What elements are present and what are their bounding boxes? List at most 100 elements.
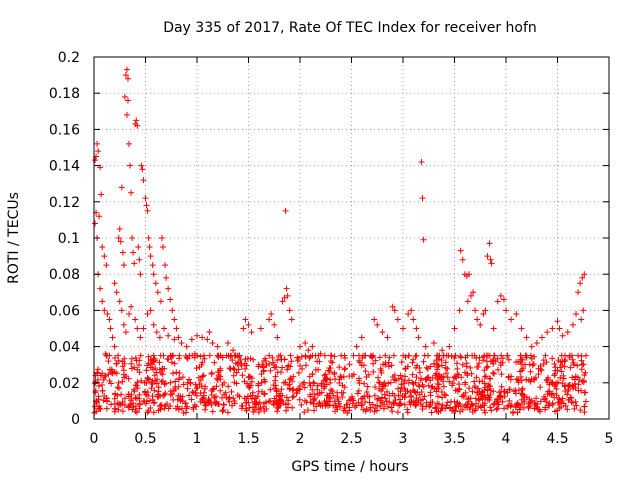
data-point <box>566 352 573 359</box>
data-point <box>184 403 191 410</box>
data-point <box>521 393 528 400</box>
data-point <box>470 289 477 296</box>
data-point <box>338 389 345 396</box>
data-point <box>404 409 411 416</box>
data-point <box>561 363 568 370</box>
data-point <box>504 403 511 410</box>
data-point <box>580 307 587 314</box>
data-point <box>482 394 489 401</box>
data-point <box>449 380 456 387</box>
data-point <box>350 397 357 404</box>
data-point <box>435 393 442 400</box>
data-point <box>215 368 222 375</box>
data-point <box>285 363 292 370</box>
data-point <box>95 406 102 413</box>
data-point <box>266 316 273 323</box>
data-point <box>543 399 550 406</box>
data-point <box>230 395 237 402</box>
data-point <box>354 390 361 397</box>
data-point <box>119 378 126 385</box>
data-point <box>108 380 115 387</box>
data-point <box>123 111 130 118</box>
data-point <box>313 403 320 410</box>
data-point <box>225 383 232 390</box>
data-point <box>217 387 224 394</box>
data-point <box>551 381 558 388</box>
data-point <box>191 402 198 409</box>
data-point <box>479 396 486 403</box>
data-point <box>564 329 571 336</box>
data-point <box>498 371 505 378</box>
data-point <box>494 398 501 405</box>
data-point <box>549 325 556 332</box>
data-point <box>142 195 149 202</box>
data-point <box>573 311 580 318</box>
data-point <box>497 394 504 401</box>
data-point <box>140 397 147 404</box>
data-point <box>321 372 328 379</box>
data-point <box>184 385 191 392</box>
data-point <box>374 321 381 328</box>
data-point <box>244 355 251 362</box>
data-point <box>261 376 268 383</box>
data-point <box>355 399 362 406</box>
data-point <box>188 396 195 403</box>
data-point <box>355 352 362 359</box>
data-point <box>518 386 525 393</box>
data-point <box>536 406 543 413</box>
data-point <box>115 357 122 364</box>
data-point <box>127 402 134 409</box>
data-point <box>487 387 494 394</box>
data-point <box>95 366 102 373</box>
data-point <box>226 398 233 405</box>
data-point <box>543 359 550 366</box>
data-point <box>229 402 236 409</box>
data-point <box>326 364 333 371</box>
data-point <box>274 408 281 415</box>
data-point <box>419 406 426 413</box>
data-point <box>491 370 498 377</box>
data-point <box>289 394 296 401</box>
data-point <box>409 379 416 386</box>
data-point <box>97 164 104 171</box>
data-point <box>528 376 535 383</box>
data-point <box>518 396 525 403</box>
data-point <box>442 405 449 412</box>
data-point <box>386 354 393 361</box>
data-point <box>481 380 488 387</box>
data-point <box>483 358 490 365</box>
data-point <box>562 387 569 394</box>
data-point <box>92 372 99 379</box>
data-point <box>482 373 489 380</box>
data-point <box>569 356 576 363</box>
data-point <box>340 373 347 380</box>
data-point <box>542 352 549 359</box>
data-point <box>245 321 252 328</box>
data-point <box>484 253 491 260</box>
data-point <box>531 405 538 412</box>
data-point <box>372 357 379 364</box>
data-point <box>271 364 278 371</box>
data-point <box>136 256 143 263</box>
data-point <box>234 360 241 367</box>
data-point <box>287 352 294 359</box>
data-point <box>364 383 371 390</box>
data-point <box>564 406 571 413</box>
data-point <box>158 378 165 385</box>
data-point <box>486 240 493 247</box>
data-point <box>144 311 151 318</box>
data-point <box>134 122 141 129</box>
data-point <box>443 402 450 409</box>
data-point <box>435 362 442 369</box>
data-point <box>557 374 564 381</box>
data-point <box>438 357 445 364</box>
data-point <box>151 387 158 394</box>
y-tick-label: 0.18 <box>49 86 80 102</box>
data-point <box>561 383 568 390</box>
data-point <box>118 391 125 398</box>
data-point <box>442 392 449 399</box>
x-axis-ticks: 0 0.5 1 1.5 2 2.5 3 3.5 4 4.5 5 <box>90 57 613 447</box>
data-point <box>382 395 389 402</box>
data-point <box>103 394 110 401</box>
data-point <box>405 352 412 359</box>
